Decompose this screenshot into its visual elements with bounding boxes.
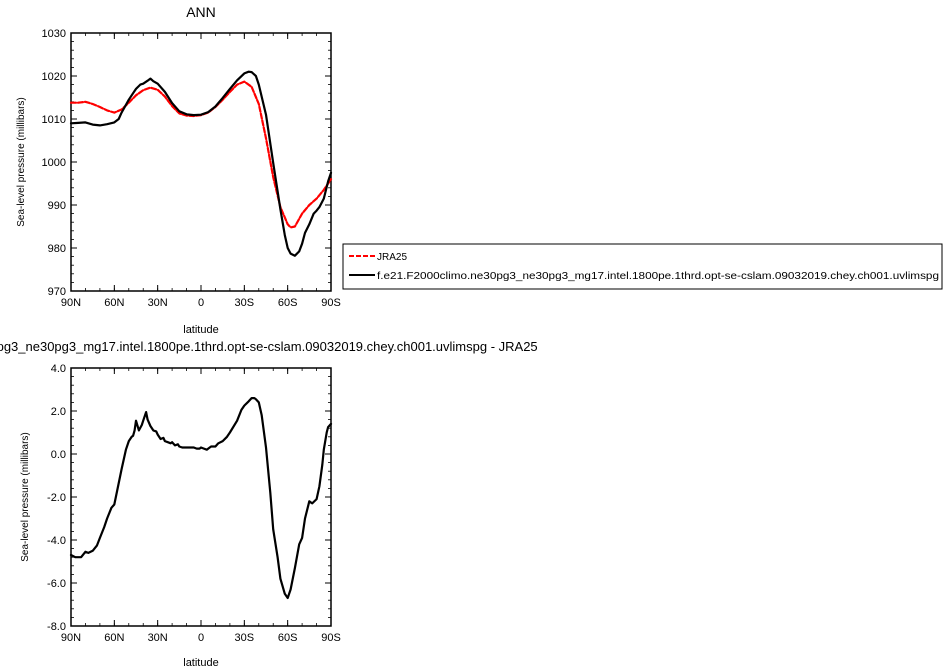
y-tick-label: -2.0 [47, 492, 66, 504]
legend-label-jra25: JRA25 [377, 252, 407, 263]
chart-title: ANN [186, 4, 216, 20]
y-tick-label: 1010 [42, 114, 66, 126]
series-line-model [69, 70, 333, 257]
x-tick-label: 60N [104, 297, 124, 309]
x-tick-label: 60S [278, 632, 298, 644]
legend-box [342, 243, 943, 290]
y-axis-label: Sea-level pressure (millibars) [16, 97, 27, 226]
plot-frame [70, 32, 332, 292]
x-tick-label: 0 [198, 297, 204, 309]
x-axis-label: latitude [183, 657, 218, 669]
series-line-jra25 [69, 80, 333, 229]
x-tick-label: 90S [321, 297, 341, 309]
x-axis-label: latitude [183, 324, 218, 336]
y-tick-label: 1030 [42, 28, 66, 40]
x-tick-label: 0 [198, 632, 204, 644]
slp-annual-comparison-chart: ANN latitude Sea-level pressure (milliba… [16, 4, 341, 336]
y-tick-label: -8.0 [47, 621, 66, 633]
plot-frame [70, 367, 332, 627]
x-tick-label: 30S [235, 632, 255, 644]
x-tick-label: 30N [148, 297, 168, 309]
x-tick-label: 60N [104, 632, 124, 644]
y-tick-label: 990 [48, 200, 66, 212]
y-tick-label: 0.0 [51, 449, 66, 461]
slp-difference-chart: f.e21.F2000climo.ne30pg3_ne30pg3_mg17.in… [0, 339, 538, 669]
x-tick-label: 90N [61, 297, 81, 309]
x-tick-label: 60S [278, 297, 298, 309]
x-tick-label: 90N [61, 632, 81, 644]
legend: JRA25 f.e21.F2000climo.ne30pg3_ne30pg3_m… [342, 243, 943, 290]
x-tick-label: 90S [321, 632, 341, 644]
y-tick-label: 1000 [42, 157, 66, 169]
y-tick-label: 1020 [42, 71, 66, 83]
y-tick-label: 980 [48, 243, 66, 255]
y-tick-label: -4.0 [47, 535, 66, 547]
x-tick-label: 30S [235, 297, 255, 309]
legend-label-model: f.e21.F2000climo.ne30pg3_ne30pg3_mg17.in… [377, 271, 939, 282]
chart-title: f.e21.F2000climo.ne30pg3_ne30pg3_mg17.in… [0, 339, 538, 354]
y-tick-label: 4.0 [51, 363, 66, 375]
y-tick-label: 2.0 [51, 406, 66, 418]
x-tick-label: 30N [148, 632, 168, 644]
y-tick-label: 970 [48, 286, 66, 298]
series-line-difference [69, 397, 333, 600]
y-axis-label: Sea-level pressure (millibars) [20, 432, 31, 561]
y-tick-label: -6.0 [47, 578, 66, 590]
